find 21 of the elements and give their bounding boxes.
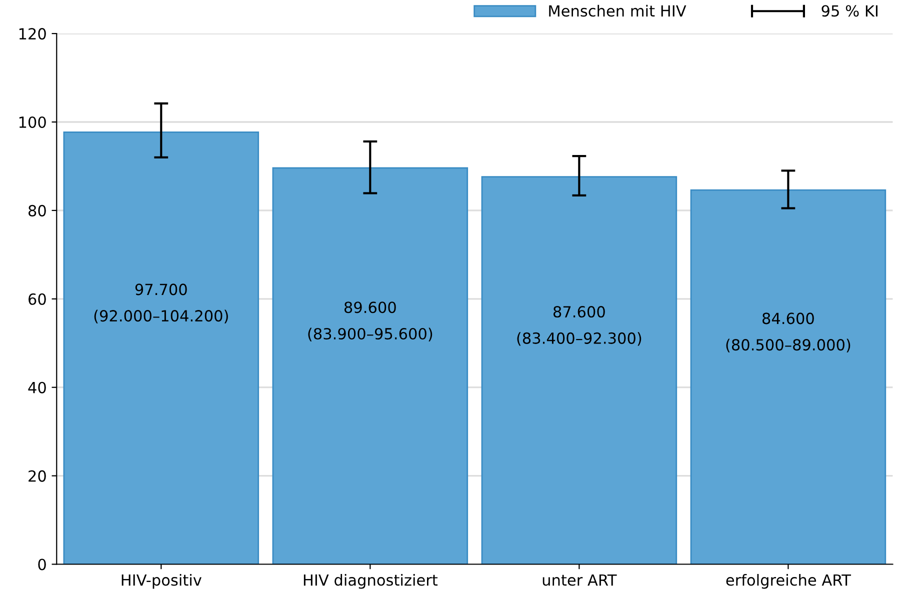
- bar: [481, 176, 678, 564]
- x-tick-label: HIV diagnostiziert: [304, 574, 438, 589]
- y-tick-label: 100: [19, 116, 46, 128]
- y-tick-label: 60: [28, 293, 46, 305]
- x-tick-label: unter ART: [542, 574, 617, 586]
- y-tick-label: 120: [19, 28, 46, 40]
- y-tick-label: 20: [28, 470, 46, 482]
- bar: [272, 167, 468, 564]
- y-tick-label: 80: [28, 204, 46, 216]
- bar: [690, 189, 886, 564]
- data-label: 87.600 (83.400–92.300): [517, 306, 642, 346]
- x-tick-label: HIV-positiv: [122, 574, 202, 589]
- legend-label: Menschen mit HIV: [549, 4, 686, 17]
- data-label: 89.600 (83.900–95.600): [308, 302, 432, 342]
- y-tick-label: 0: [38, 558, 46, 570]
- data-label: 97.700 (92.000–104.200): [94, 284, 228, 324]
- data-label: 84.600 (80.500–89.000): [726, 312, 850, 352]
- x-tick-label: erfolgreiche ART: [726, 574, 852, 589]
- bar: [63, 131, 260, 564]
- text: 95 % KI: [822, 5, 878, 17]
- y-tick-label: 40: [28, 382, 46, 394]
